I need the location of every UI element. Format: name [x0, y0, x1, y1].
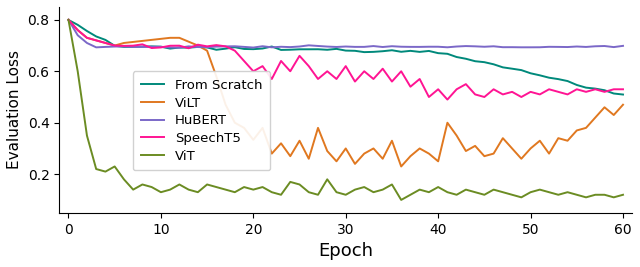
- Line: HuBERT: HuBERT: [68, 20, 623, 48]
- ViLT: [397, 165, 405, 168]
- ViLT: [554, 136, 562, 140]
- SpeechT5: [175, 44, 183, 47]
- Line: From Scratch: From Scratch: [68, 20, 623, 95]
- SpeechT5: [554, 90, 562, 93]
- Line: ViLT: ViLT: [68, 20, 623, 166]
- SpeechT5: [65, 18, 72, 21]
- ViLT: [175, 36, 183, 40]
- Line: ViT: ViT: [68, 20, 623, 200]
- From Scratch: [194, 45, 202, 49]
- HuBERT: [406, 45, 414, 49]
- HuBERT: [554, 45, 562, 49]
- ViT: [397, 198, 405, 202]
- From Scratch: [175, 46, 183, 49]
- HuBERT: [204, 46, 211, 49]
- HuBERT: [370, 45, 378, 48]
- ViT: [406, 193, 414, 196]
- From Scratch: [360, 50, 368, 54]
- ViT: [175, 183, 183, 186]
- ViT: [360, 186, 368, 189]
- HuBERT: [185, 45, 193, 48]
- ViT: [619, 193, 627, 196]
- From Scratch: [259, 47, 266, 50]
- X-axis label: Epoch: Epoch: [318, 242, 373, 260]
- ViLT: [259, 126, 266, 129]
- HuBERT: [619, 44, 627, 48]
- ViLT: [194, 44, 202, 47]
- HuBERT: [268, 46, 276, 49]
- SpeechT5: [444, 98, 451, 101]
- From Scratch: [619, 93, 627, 96]
- SpeechT5: [619, 88, 627, 91]
- ViLT: [65, 18, 72, 21]
- Legend: From Scratch, ViLT, HuBERT, SpeechT5, ViT: From Scratch, ViLT, HuBERT, SpeechT5, Vi…: [132, 71, 270, 171]
- ViLT: [619, 103, 627, 106]
- SpeechT5: [360, 70, 368, 73]
- From Scratch: [545, 76, 553, 79]
- ViLT: [406, 155, 414, 158]
- ViT: [65, 18, 72, 21]
- ViLT: [360, 152, 368, 155]
- From Scratch: [65, 18, 72, 22]
- SpeechT5: [259, 65, 266, 68]
- From Scratch: [397, 50, 405, 53]
- ViT: [554, 193, 562, 196]
- ViT: [259, 186, 266, 189]
- SpeechT5: [194, 43, 202, 46]
- SpeechT5: [397, 70, 405, 73]
- Line: SpeechT5: SpeechT5: [68, 20, 623, 100]
- HuBERT: [175, 46, 183, 49]
- HuBERT: [65, 18, 72, 21]
- ViT: [194, 191, 202, 194]
- Y-axis label: Evaluation Loss: Evaluation Loss: [7, 50, 22, 169]
